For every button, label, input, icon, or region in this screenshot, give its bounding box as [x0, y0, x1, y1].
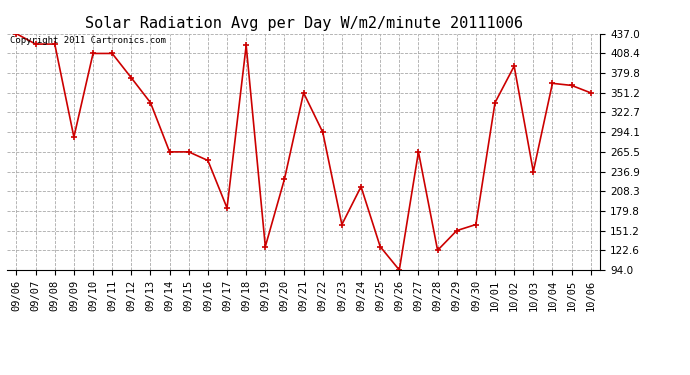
Text: Copyright 2011 Cartronics.com: Copyright 2011 Cartronics.com — [10, 36, 166, 45]
Title: Solar Radiation Avg per Day W/m2/minute 20111006: Solar Radiation Avg per Day W/m2/minute … — [85, 16, 522, 31]
